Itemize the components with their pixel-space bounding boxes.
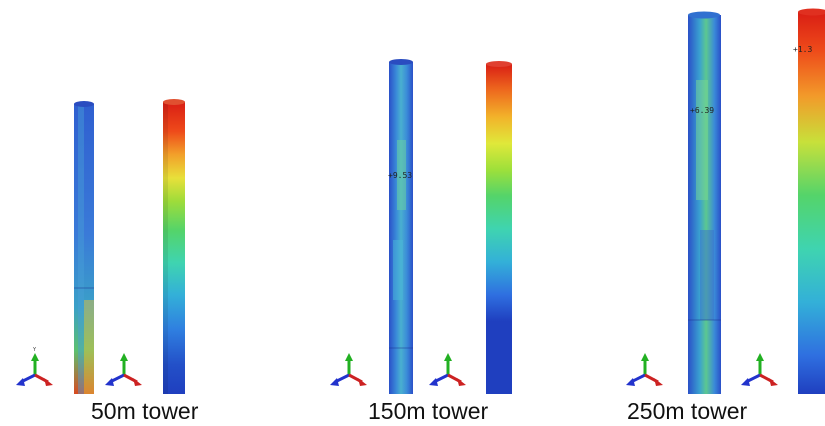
triad-icon: Y <box>14 347 55 388</box>
tower-250m-stress <box>798 8 825 394</box>
tower-50m-displacement <box>74 101 94 394</box>
svg-text:Y: Y <box>33 347 36 353</box>
probe-label: +1.3 <box>793 45 812 54</box>
triad-icon <box>739 351 780 388</box>
probe-label: +9.53 <box>388 171 412 180</box>
caption-150m-tower: 150m tower <box>368 398 489 424</box>
tower-150m-displacement <box>389 59 413 394</box>
panel-50m: Y <box>14 99 185 394</box>
panel-250m: +6.39 +1.3 <box>624 8 825 394</box>
caption-50m-tower: 50m tower <box>91 398 199 424</box>
tower-50m-stress <box>163 99 185 394</box>
tower-150m-stress <box>486 61 512 394</box>
tower-250m-displacement <box>688 11 721 394</box>
triad-icon <box>103 351 144 388</box>
triad-icon <box>624 351 665 388</box>
triad-icon <box>427 351 468 388</box>
panel-150m: +9.53 <box>328 59 512 394</box>
caption-250m-tower: 250m tower <box>627 398 748 424</box>
probe-label: +6.39 <box>690 106 714 115</box>
triad-icon <box>328 351 369 388</box>
